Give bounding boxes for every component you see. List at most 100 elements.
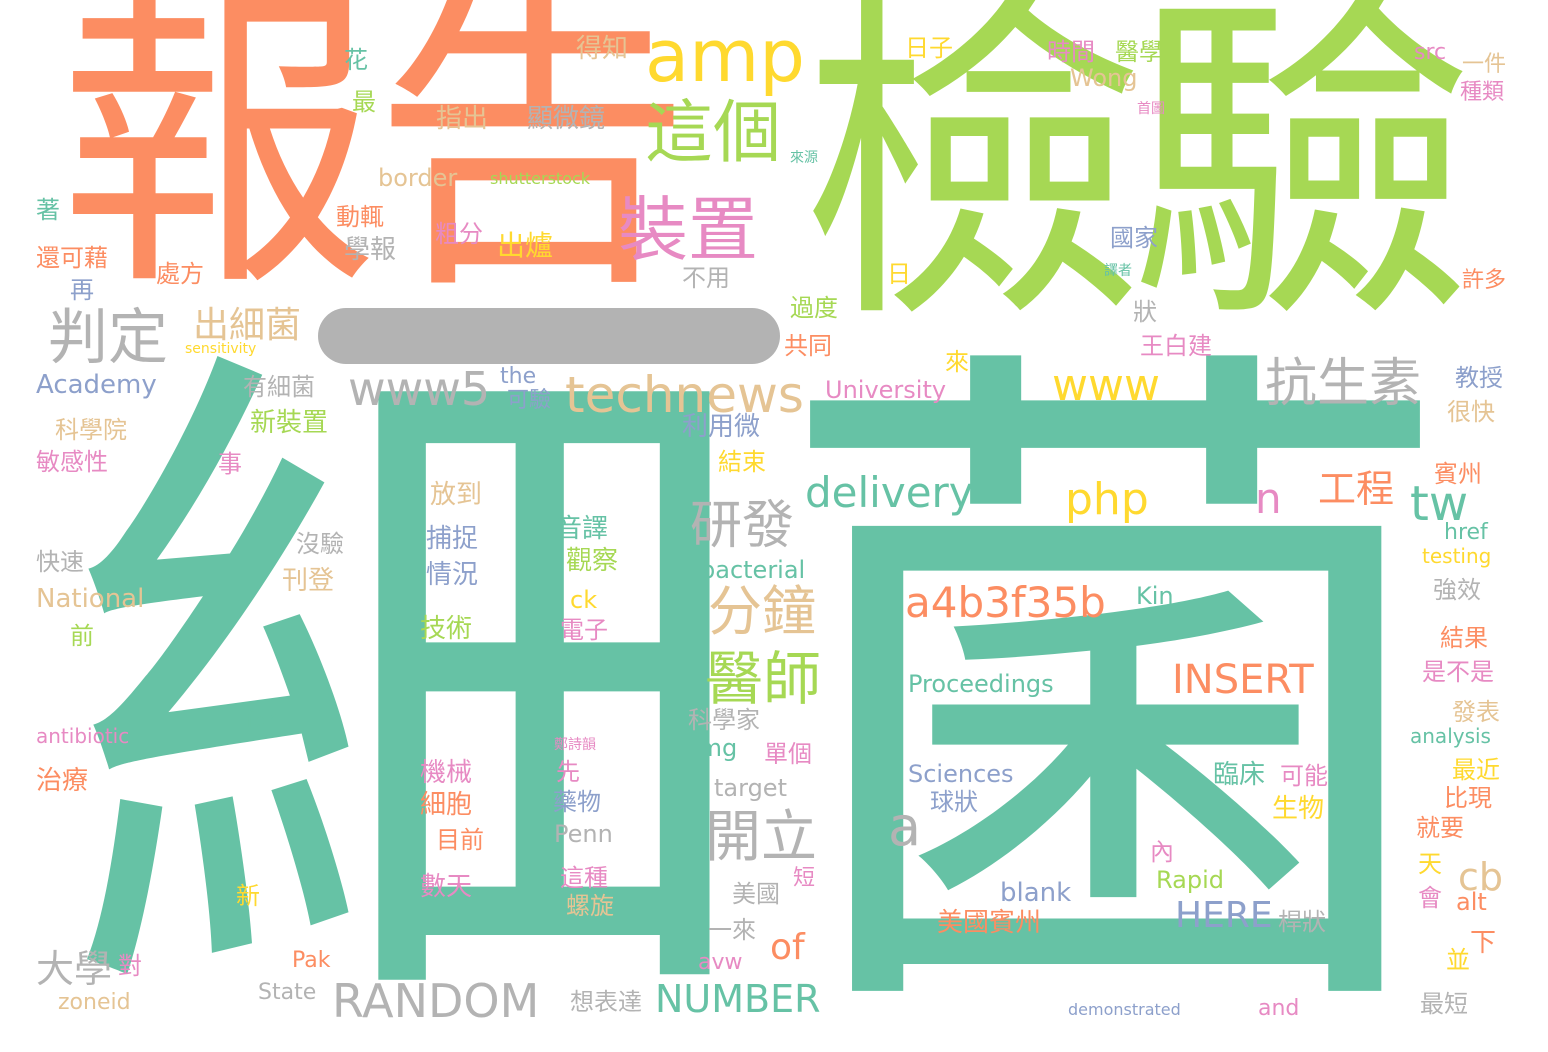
- word: 細胞: [420, 790, 473, 820]
- word: 首圖: [1137, 101, 1165, 117]
- word: 國家: [1110, 224, 1158, 252]
- word: 不用: [682, 264, 730, 292]
- word: 桿狀: [1278, 908, 1326, 936]
- word: 可驗: [507, 388, 552, 413]
- word: 狀: [1133, 298, 1157, 326]
- word: and: [1258, 996, 1300, 1021]
- word: antibiotic: [36, 724, 130, 748]
- word: 教授: [1455, 364, 1503, 392]
- word: avw: [698, 950, 743, 975]
- word: 再: [70, 276, 94, 304]
- word: 菌: [770, 295, 1460, 1052]
- word: 分鐘: [708, 580, 816, 643]
- word: 醫學: [1115, 38, 1163, 66]
- word: target: [714, 774, 787, 802]
- word: 檢: [800, 0, 1145, 365]
- word: 研發: [690, 496, 795, 556]
- word: 觀察: [566, 546, 619, 576]
- word: 王白建: [1140, 332, 1212, 360]
- word: 下: [1470, 928, 1497, 958]
- word: 新: [236, 882, 260, 910]
- word: 一來: [708, 916, 756, 944]
- word: 處方: [156, 260, 204, 288]
- word: Rapid: [1156, 866, 1224, 894]
- word: 新裝置: [250, 408, 329, 438]
- word: 利用微: [682, 412, 761, 442]
- word: 想表達: [570, 988, 642, 1016]
- word: 最短: [1420, 990, 1468, 1018]
- word: Penn: [554, 820, 613, 848]
- word: 音譯: [556, 514, 609, 544]
- word: 譯者: [1104, 263, 1132, 279]
- word: Kin: [1136, 582, 1174, 610]
- word: 這種: [560, 864, 608, 892]
- word: 粗分: [435, 220, 483, 248]
- word: 臨床: [1213, 760, 1266, 790]
- word: 是不是: [1422, 658, 1494, 686]
- word: 學報: [344, 235, 397, 265]
- word: 細: [65, 295, 755, 1052]
- word: 捕捉: [426, 524, 479, 554]
- word: src: [1414, 40, 1447, 65]
- word: 發表: [1452, 698, 1500, 726]
- word: 醫師: [705, 645, 822, 713]
- word: 放到: [430, 480, 483, 510]
- word: 驗: [1130, 0, 1475, 365]
- word: 工程: [1318, 467, 1395, 511]
- word: 比現: [1444, 784, 1492, 812]
- word: alt: [1456, 888, 1487, 916]
- word: Wong: [1070, 64, 1138, 92]
- word: 告: [372, 0, 692, 330]
- word: 先: [556, 758, 580, 786]
- word: 賓州: [1434, 460, 1482, 488]
- word: INSERT: [1172, 657, 1314, 703]
- word: 最: [352, 88, 376, 116]
- word: 事: [218, 450, 242, 478]
- word: 球狀: [930, 788, 978, 816]
- word: n: [1255, 474, 1282, 523]
- word: HERE: [1175, 895, 1273, 936]
- word: 強效: [1433, 576, 1481, 604]
- word: 美國: [732, 880, 780, 908]
- word: 判定: [48, 303, 168, 373]
- word: sensitivity: [185, 341, 257, 357]
- word: ck: [570, 586, 598, 614]
- word: 前: [70, 622, 94, 650]
- word: a4b3f35b: [905, 578, 1106, 627]
- word: delivery: [805, 468, 974, 517]
- word: 對: [118, 952, 142, 980]
- word: 時間: [1047, 38, 1095, 66]
- word: 短: [793, 866, 816, 891]
- word: 內: [1150, 838, 1174, 866]
- word: 出細菌: [193, 305, 302, 346]
- word: 沒驗: [296, 530, 344, 558]
- word: 得知: [576, 34, 629, 64]
- word: php: [1065, 474, 1149, 525]
- word: 治療: [36, 766, 89, 796]
- word: 快速: [36, 548, 84, 576]
- word: Proceedings: [908, 670, 1054, 698]
- dash-shape: [318, 308, 780, 364]
- word: Academy: [36, 370, 157, 400]
- word: 數天: [420, 872, 473, 902]
- word: of: [770, 927, 805, 968]
- word: analysis: [1410, 724, 1491, 748]
- word: State: [258, 980, 317, 1005]
- word: 這個: [645, 94, 782, 173]
- word: 刊登: [282, 566, 335, 596]
- word: amp: [645, 14, 805, 98]
- word: 抗生素: [1265, 354, 1422, 414]
- word: 電子: [560, 616, 608, 644]
- word: Pak: [292, 948, 331, 973]
- word: 有細菌: [243, 373, 315, 401]
- word: 來源: [790, 150, 818, 166]
- word: 還可藉: [36, 244, 108, 272]
- word: for: [246, 708, 277, 733]
- word: 藥物: [553, 788, 601, 816]
- word: 單個: [764, 740, 812, 768]
- word: RANDOM: [332, 974, 540, 1028]
- word: technews: [565, 366, 804, 424]
- word: cb: [1458, 855, 1504, 899]
- word: 螺旋: [566, 892, 614, 920]
- word: 著: [36, 196, 60, 224]
